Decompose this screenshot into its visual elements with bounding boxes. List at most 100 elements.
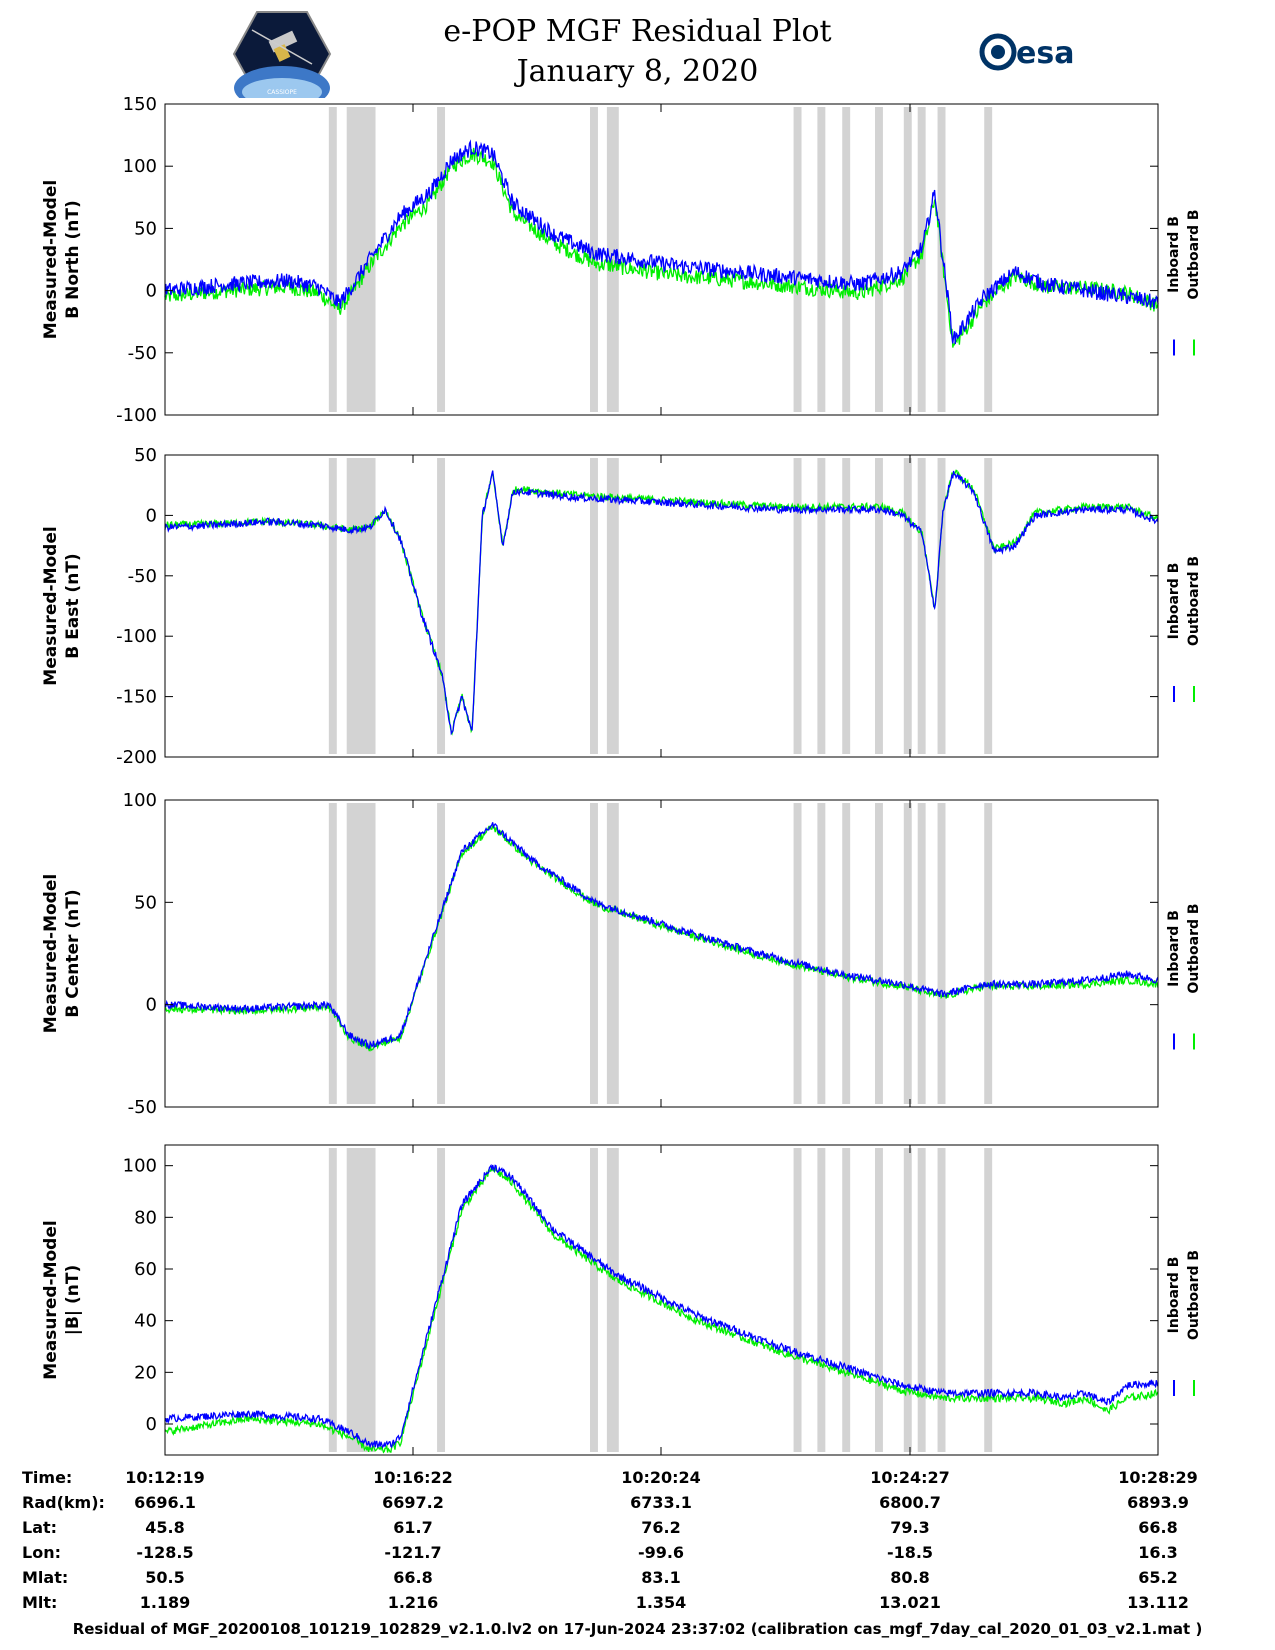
info-row: Rad(km): 6696.1 6697.2 6733.1 6800.7 6893.9 bbox=[0, 1493, 1275, 1515]
info-value: 45.8 bbox=[145, 1518, 185, 1537]
legend-label: Inboard B bbox=[1166, 563, 1182, 640]
info-row-label: Rad(km): bbox=[22, 1493, 105, 1512]
y-tick-label: 0 bbox=[146, 505, 157, 526]
gap-band bbox=[437, 458, 446, 754]
y-tick-label: -50 bbox=[128, 343, 157, 364]
info-value: 6696.1 bbox=[134, 1493, 196, 1512]
y-tick-label: 100 bbox=[123, 156, 157, 177]
gap-band bbox=[437, 107, 446, 412]
info-value: 6733.1 bbox=[630, 1493, 692, 1512]
y-tick-label: 0 bbox=[146, 1414, 157, 1435]
info-value: 10:24:27 bbox=[870, 1468, 950, 1487]
y-axis-label-line: Measured-Model bbox=[41, 526, 61, 685]
y-tick-label: -200 bbox=[116, 747, 157, 768]
info-value: 13.021 bbox=[879, 1593, 941, 1612]
gap-band bbox=[793, 458, 802, 754]
footer-caption: Residual of MGF_20200108_101219_102829_v… bbox=[72, 1620, 1203, 1638]
y-tick-label: 0 bbox=[146, 281, 157, 302]
y-axis-label-line: Measured-Model bbox=[41, 874, 61, 1033]
gap-band bbox=[937, 1148, 946, 1452]
gap-band bbox=[817, 1148, 826, 1452]
gap-band bbox=[842, 107, 851, 412]
gap-band bbox=[903, 803, 912, 1104]
gap-band bbox=[842, 1148, 851, 1452]
y-tick-label: 60 bbox=[134, 1259, 157, 1280]
info-value: 6893.9 bbox=[1127, 1493, 1189, 1512]
outboard-series-line bbox=[164, 147, 1159, 348]
info-value: -18.5 bbox=[886, 1543, 934, 1562]
inboard-series-line bbox=[164, 822, 1159, 1050]
gap-band bbox=[793, 107, 802, 412]
title-line-2: January 8, 2020 bbox=[516, 54, 759, 89]
y-tick-label: 50 bbox=[134, 445, 157, 466]
gap-band bbox=[346, 803, 376, 1104]
panel-4: 0 20 40 60 80 100 Measured-Model |B| (nT) Inboar… bbox=[41, 1144, 1202, 1456]
y-axis-label: Measured-Model |B| (nT) bbox=[41, 1220, 83, 1379]
info-value: 80.8 bbox=[890, 1568, 930, 1587]
info-value: -99.6 bbox=[637, 1543, 685, 1562]
plot-frame bbox=[164, 799, 1159, 1108]
esa-logo: esa bbox=[979, 33, 1074, 71]
outboard-series-line bbox=[164, 1166, 1159, 1454]
gap-band bbox=[903, 1148, 912, 1452]
gap-band bbox=[984, 107, 993, 412]
page-title: e-POP MGF Residual Plot January 8, 2020 bbox=[0, 12, 1275, 92]
gap-band bbox=[917, 458, 926, 754]
gap-band bbox=[590, 803, 598, 1104]
y-tick-label: -100 bbox=[116, 405, 157, 426]
y-axis-label-line: B North (nT) bbox=[63, 200, 83, 319]
gap-band bbox=[793, 803, 802, 1104]
legend-label: Outboard B bbox=[1186, 556, 1202, 646]
y-tick-label: 40 bbox=[134, 1311, 157, 1332]
y-axis-label-line: Measured-Model bbox=[41, 180, 61, 339]
inboard-series-line bbox=[164, 470, 1159, 736]
gap-band bbox=[346, 458, 376, 754]
gap-band bbox=[606, 1148, 619, 1452]
esa-logo-text: esa bbox=[1016, 36, 1074, 71]
gap-band bbox=[874, 458, 883, 754]
info-value: 10:12:19 bbox=[125, 1468, 205, 1487]
gap-band bbox=[937, 803, 946, 1104]
info-value: 6800.7 bbox=[879, 1493, 941, 1512]
gap-band bbox=[328, 458, 337, 754]
title-line-1: e-POP MGF Residual Plot bbox=[443, 14, 832, 49]
info-value: 61.7 bbox=[393, 1518, 433, 1537]
info-row-label: Lat: bbox=[22, 1518, 58, 1537]
gap-band bbox=[817, 458, 826, 754]
gap-band bbox=[437, 1148, 446, 1452]
outboard-series-line bbox=[164, 825, 1159, 1052]
y-tick-label: 20 bbox=[134, 1362, 157, 1383]
y-axis-label: Measured-Model B East (nT) bbox=[41, 526, 83, 685]
y-tick-label: -150 bbox=[116, 687, 157, 708]
info-row: Mlat: 50.5 66.8 83.1 80.8 65.2 bbox=[0, 1568, 1275, 1590]
y-axis-label: Measured-Model B North (nT) bbox=[41, 180, 83, 339]
panel-1: -100 -50 0 50 100 150 Measured-Model B North (n… bbox=[41, 94, 1202, 426]
info-value: 66.8 bbox=[393, 1568, 433, 1587]
gap-band bbox=[874, 107, 883, 412]
gap-band bbox=[606, 803, 619, 1104]
info-row-label: Mlat: bbox=[22, 1568, 69, 1587]
gap-band bbox=[903, 458, 912, 754]
gap-band bbox=[793, 1148, 802, 1452]
y-tick-label: 80 bbox=[134, 1207, 157, 1228]
info-value: 10:28:29 bbox=[1118, 1468, 1198, 1487]
info-value: 16.3 bbox=[1138, 1543, 1178, 1562]
info-value: 50.5 bbox=[145, 1568, 185, 1587]
gap-band bbox=[590, 458, 598, 754]
cassiope-logo-text: CASSIOPE bbox=[267, 89, 297, 96]
gap-band bbox=[346, 1148, 376, 1452]
inboard-series-line bbox=[164, 1163, 1159, 1449]
info-value: 76.2 bbox=[641, 1518, 681, 1537]
legend-label: Outboard B bbox=[1186, 903, 1202, 993]
outboard-series-line bbox=[164, 469, 1159, 736]
gap-band bbox=[590, 1148, 598, 1452]
info-row: Mlt: 1.189 1.216 1.354 13.021 13.112 bbox=[0, 1593, 1275, 1615]
info-row-label: Time: bbox=[22, 1468, 73, 1487]
gap-band bbox=[917, 1148, 926, 1452]
gap-band bbox=[328, 1148, 337, 1452]
inboard-series-line bbox=[164, 139, 1159, 345]
gap-band bbox=[874, 1148, 883, 1452]
gap-band bbox=[937, 458, 946, 754]
info-value: 10:20:24 bbox=[621, 1468, 701, 1487]
info-value: 1.189 bbox=[139, 1593, 191, 1612]
